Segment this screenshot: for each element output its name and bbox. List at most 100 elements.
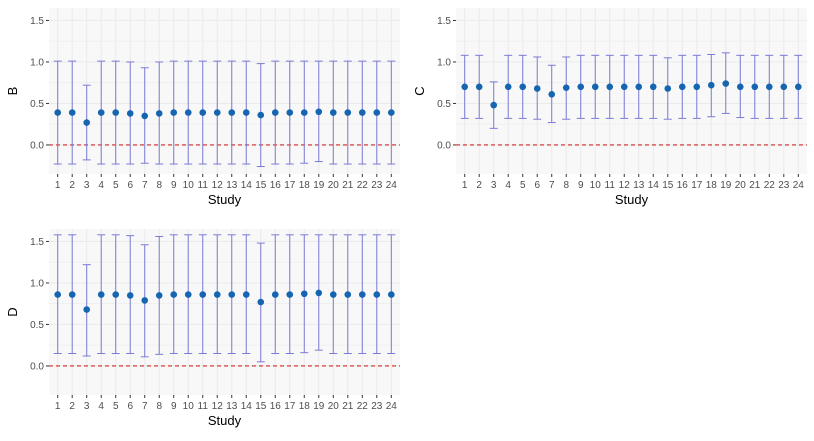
x-tick-label: 1 — [55, 180, 61, 191]
x-tick-label: 23 — [371, 401, 383, 412]
x-tick-label: 4 — [98, 401, 104, 412]
estimate-point — [141, 112, 149, 120]
x-tick-label: 18 — [299, 180, 311, 191]
estimate-point — [242, 109, 250, 116]
x-tick-label: 21 — [342, 180, 354, 191]
estimate-point — [329, 291, 337, 298]
y-tick-label: 1.5 — [30, 16, 44, 27]
estimate-point — [562, 84, 570, 91]
x-tick-label: 14 — [241, 180, 253, 191]
x-tick-label: 20 — [735, 180, 747, 191]
x-tick-label: 4 — [98, 180, 104, 191]
estimate-point — [228, 109, 236, 116]
x-tick-label: 7 — [549, 180, 555, 191]
estimate-point — [635, 83, 643, 91]
estimate-point — [257, 298, 265, 306]
estimate-point — [461, 83, 469, 91]
estimate-point — [271, 291, 279, 298]
x-tick-label: 2 — [69, 180, 75, 191]
estimate-point — [649, 83, 657, 91]
estimate-point — [97, 109, 105, 116]
panel-c: 0.00.51.01.51 2 3 4 5 6 7 8 9 10 11 12 13 14 15 16 17 18 1… — [412, 8, 807, 207]
estimate-point — [315, 108, 323, 116]
estimate-point — [112, 291, 120, 298]
estimate-point — [54, 291, 62, 298]
estimate-point — [533, 85, 541, 92]
estimate-point — [213, 109, 221, 116]
x-tick-label: 5 — [113, 180, 119, 191]
x-tick-label: 24 — [793, 180, 805, 191]
x-tick-label: 15 — [255, 180, 267, 191]
x-tick-label: 19 — [313, 180, 325, 191]
x-tick-label: 8 — [563, 180, 569, 191]
x-tick-label: 5 — [520, 180, 526, 191]
x-tick-label: 13 — [226, 401, 238, 412]
x-tick-label: 8 — [156, 180, 162, 191]
estimate-point — [155, 292, 163, 299]
x-tick-label: 19 — [313, 401, 325, 412]
x-axis-title: Study — [615, 192, 649, 207]
y-tick-label: 0.0 — [30, 140, 44, 151]
panel-background — [456, 8, 807, 174]
estimate-point — [228, 291, 236, 298]
estimate-point — [97, 291, 105, 298]
x-tick-label: 22 — [357, 401, 369, 412]
estimate-point — [765, 83, 773, 91]
estimate-point — [68, 109, 76, 116]
x-tick-label: 9 — [171, 180, 177, 191]
y-axis-title: D — [5, 307, 20, 316]
x-tick-label: 3 — [84, 180, 90, 191]
estimate-point — [548, 91, 556, 98]
estimate-point — [678, 83, 686, 91]
x-tick-label: 6 — [534, 180, 540, 191]
x-axis-title: Study — [208, 413, 242, 428]
panel-background — [49, 8, 400, 174]
estimate-point — [373, 291, 381, 298]
y-tick-label: 1.0 — [437, 57, 451, 68]
y-tick-label: 0.5 — [437, 99, 451, 110]
x-tick-label: 11 — [198, 180, 209, 191]
x-tick-label: 9 — [578, 180, 584, 191]
estimate-point — [794, 83, 802, 91]
x-tick-label: 10 — [183, 401, 195, 412]
estimate-point — [271, 109, 279, 116]
estimate-point — [315, 289, 323, 297]
x-tick-label: 15 — [255, 401, 267, 412]
y-tick-label: 0.5 — [30, 320, 44, 331]
x-tick-label: 17 — [284, 180, 296, 191]
x-tick-label: 21 — [342, 401, 354, 412]
x-tick-label: 2 — [476, 180, 482, 191]
estimate-point — [83, 119, 91, 126]
estimate-point — [213, 291, 221, 298]
x-axis-title: Study — [208, 192, 242, 207]
x-tick-label: 3 — [84, 401, 90, 412]
x-tick-label: 18 — [299, 401, 311, 412]
x-tick-label: 15 — [662, 180, 674, 191]
x-tick-label: 13 — [633, 180, 645, 191]
y-axis-title: B — [5, 87, 20, 96]
y-tick-label: 1.0 — [30, 278, 44, 289]
x-tick-label: 5 — [113, 401, 119, 412]
estimate-point — [780, 83, 788, 91]
x-tick-label: 19 — [720, 180, 732, 191]
estimate-point — [736, 83, 744, 91]
x-tick-label: 12 — [212, 401, 224, 412]
estimate-point — [286, 109, 294, 116]
estimate-point — [387, 109, 395, 116]
x-tick-label: 13 — [226, 180, 238, 191]
x-tick-label: 2 — [69, 401, 75, 412]
estimate-point — [490, 101, 498, 109]
estimate-point — [199, 291, 207, 298]
x-tick-label: 22 — [357, 180, 369, 191]
x-tick-label: 10 — [590, 180, 602, 191]
x-tick-label: 11 — [198, 401, 209, 412]
x-tick-label: 9 — [171, 401, 177, 412]
estimate-point — [257, 111, 265, 119]
y-axis-title: C — [412, 86, 427, 95]
x-tick-label: 12 — [619, 180, 631, 191]
estimate-point — [358, 291, 366, 298]
estimate-point — [83, 306, 91, 313]
x-tick-label: 24 — [386, 180, 398, 191]
estimate-point — [475, 83, 483, 91]
x-tick-label: 24 — [386, 401, 398, 412]
